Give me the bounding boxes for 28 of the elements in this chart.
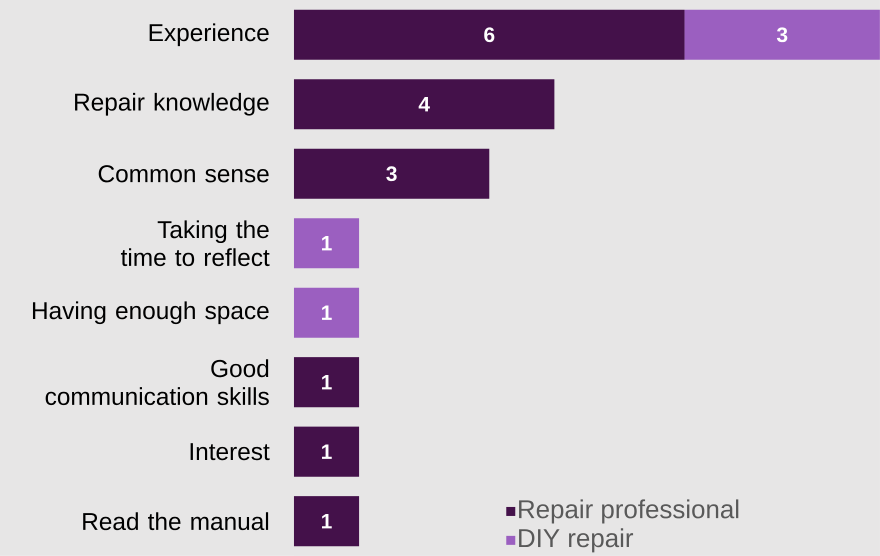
y-tick-label: Repair knowledge xyxy=(75,92,269,116)
bar xyxy=(294,357,360,408)
y-tick-label: Taking the time to reflect xyxy=(120,220,270,266)
bar xyxy=(294,496,360,546)
data-label: 1 xyxy=(322,236,332,250)
data-label: 4 xyxy=(418,97,430,112)
data-label: 1 xyxy=(322,444,332,459)
y-tick-label: Read the manual xyxy=(83,512,268,530)
bar xyxy=(294,10,685,60)
data-label: 1 xyxy=(322,306,332,320)
bar xyxy=(294,288,360,338)
y-tick-label: Experience xyxy=(150,23,269,46)
legend-label: DIY repair xyxy=(519,528,634,552)
bar xyxy=(294,79,554,130)
y-tick-label: Common sense xyxy=(98,165,269,182)
y-tick-label: Having enough space xyxy=(32,301,269,324)
bar xyxy=(294,218,360,268)
bar xyxy=(294,426,360,477)
data-label: 1 xyxy=(322,514,332,528)
data-label: 6 xyxy=(484,27,494,42)
bar xyxy=(294,148,490,199)
data-label: 1 xyxy=(322,375,332,390)
data-label: 3 xyxy=(386,166,397,182)
y-tick-label: Good communication skills xyxy=(46,359,269,406)
bar xyxy=(684,10,880,60)
y-tick-label: Interest xyxy=(190,443,270,460)
data-label: 3 xyxy=(776,27,788,42)
legend-label: Repair professional xyxy=(519,499,738,524)
